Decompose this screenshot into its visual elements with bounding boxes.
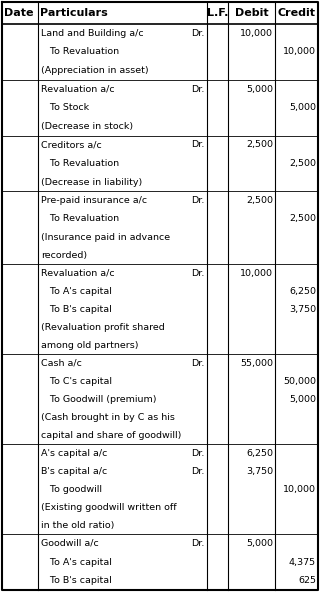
Text: 4,375: 4,375 — [289, 558, 316, 567]
Text: Cash a/c: Cash a/c — [41, 359, 82, 368]
Text: 10,000: 10,000 — [240, 269, 273, 278]
Text: Dr.: Dr. — [192, 539, 205, 548]
Text: 5,000: 5,000 — [289, 395, 316, 404]
Text: (Existing goodwill written off: (Existing goodwill written off — [41, 503, 177, 511]
Text: 2,500: 2,500 — [289, 159, 316, 168]
Text: A's capital a/c: A's capital a/c — [41, 449, 108, 458]
Text: 2,500: 2,500 — [246, 140, 273, 149]
Text: To B's capital: To B's capital — [41, 305, 112, 314]
Text: 10,000: 10,000 — [240, 29, 273, 38]
Text: 6,250: 6,250 — [289, 287, 316, 296]
Text: Dr.: Dr. — [192, 196, 205, 205]
Text: To B's capital: To B's capital — [41, 576, 112, 585]
Text: To A's capital: To A's capital — [41, 558, 112, 567]
Text: Dr.: Dr. — [192, 140, 205, 149]
Text: Creditors a/c: Creditors a/c — [41, 140, 102, 149]
Text: Land and Building a/c: Land and Building a/c — [41, 29, 144, 38]
Text: To Stock: To Stock — [41, 103, 89, 112]
Text: Debit: Debit — [235, 8, 268, 18]
Text: 5,000: 5,000 — [289, 103, 316, 112]
Text: Dr.: Dr. — [192, 85, 205, 94]
Text: To Revaluation: To Revaluation — [41, 214, 119, 223]
Text: To Revaluation: To Revaluation — [41, 47, 119, 56]
Text: 55,000: 55,000 — [240, 359, 273, 368]
Text: Date: Date — [4, 8, 34, 18]
Text: (Insurance paid in advance: (Insurance paid in advance — [41, 233, 170, 242]
Text: capital and share of goodwill): capital and share of goodwill) — [41, 431, 181, 440]
Text: (Appreciation in asset): (Appreciation in asset) — [41, 66, 148, 75]
Text: 2,500: 2,500 — [289, 214, 316, 223]
Text: 50,000: 50,000 — [283, 377, 316, 386]
Text: (Decrease in stock): (Decrease in stock) — [41, 122, 133, 131]
Text: Dr.: Dr. — [192, 29, 205, 38]
Text: (Revaluation profit shared: (Revaluation profit shared — [41, 323, 165, 332]
Text: 10,000: 10,000 — [283, 485, 316, 494]
Text: Dr.: Dr. — [192, 269, 205, 278]
Text: Dr.: Dr. — [192, 466, 205, 476]
Text: (Decrease in liability): (Decrease in liability) — [41, 178, 142, 186]
Text: in the old ratio): in the old ratio) — [41, 521, 114, 530]
Text: Credit: Credit — [277, 8, 316, 18]
Text: Pre-paid insurance a/c: Pre-paid insurance a/c — [41, 196, 147, 205]
Text: Revaluation a/c: Revaluation a/c — [41, 269, 115, 278]
Text: 3,750: 3,750 — [289, 305, 316, 314]
Text: 6,250: 6,250 — [246, 449, 273, 458]
Text: B's capital a/c: B's capital a/c — [41, 466, 107, 476]
Text: Dr.: Dr. — [192, 359, 205, 368]
Text: (Cash brought in by C as his: (Cash brought in by C as his — [41, 413, 175, 422]
Text: among old partners): among old partners) — [41, 341, 139, 350]
Text: Revaluation a/c: Revaluation a/c — [41, 85, 115, 94]
Text: Goodwill a/c: Goodwill a/c — [41, 539, 99, 548]
Text: To C's capital: To C's capital — [41, 377, 112, 386]
Text: To goodwill: To goodwill — [41, 485, 102, 494]
Text: 3,750: 3,750 — [246, 466, 273, 476]
Text: To A's capital: To A's capital — [41, 287, 112, 296]
Text: 625: 625 — [298, 576, 316, 585]
Text: 2,500: 2,500 — [246, 196, 273, 205]
Text: L.F.: L.F. — [207, 8, 228, 18]
Text: recorded): recorded) — [41, 251, 87, 260]
Text: Dr.: Dr. — [192, 449, 205, 458]
Text: 5,000: 5,000 — [246, 85, 273, 94]
Text: Particulars: Particulars — [40, 8, 108, 18]
Text: To Revaluation: To Revaluation — [41, 159, 119, 168]
Text: 10,000: 10,000 — [283, 47, 316, 56]
Text: To Goodwill (premium): To Goodwill (premium) — [41, 395, 156, 404]
Text: 5,000: 5,000 — [246, 539, 273, 548]
